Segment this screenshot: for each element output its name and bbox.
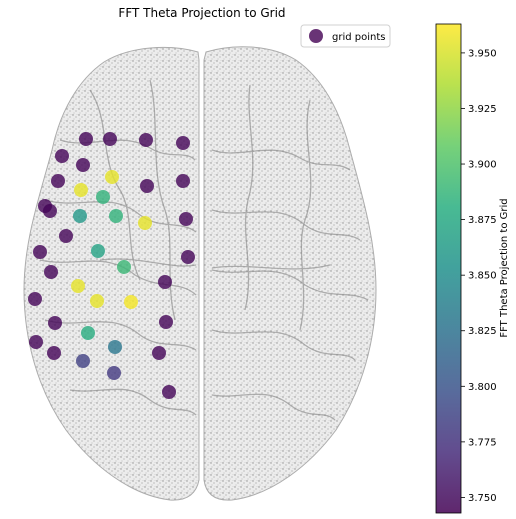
scatter-points bbox=[28, 132, 195, 399]
grid-point bbox=[51, 174, 65, 188]
grid-point bbox=[48, 316, 62, 330]
colorbar-tick-label: 3.850 bbox=[468, 271, 497, 282]
grid-point bbox=[105, 170, 119, 184]
grid-point bbox=[103, 132, 117, 146]
legend-marker bbox=[309, 29, 323, 43]
brain-left-hemisphere bbox=[23, 46, 200, 501]
grid-point bbox=[176, 136, 190, 150]
grid-point bbox=[91, 244, 105, 258]
colorbar-ticks: 3.750 3.775 3.800 3.825 3.850 3.875 3.900 3.925… bbox=[461, 48, 497, 504]
grid-point bbox=[81, 326, 95, 340]
grid-point bbox=[139, 133, 153, 147]
colorbar-tick-label: 3.775 bbox=[468, 437, 497, 448]
colorbar-tick-label: 3.875 bbox=[468, 215, 497, 226]
brain-right-hemisphere bbox=[203, 46, 377, 501]
grid-point bbox=[96, 190, 110, 204]
colorbar-tick-label: 3.750 bbox=[468, 493, 497, 504]
grid-point bbox=[74, 183, 88, 197]
legend: grid points bbox=[300, 24, 391, 48]
colorbar-tick-label: 3.900 bbox=[468, 160, 497, 171]
chart-title: FFT Theta Projection to Grid bbox=[118, 6, 285, 20]
brain-background bbox=[23, 46, 377, 501]
colorbar-tick-label: 3.825 bbox=[468, 326, 497, 337]
grid-point bbox=[71, 279, 85, 293]
legend-label: grid points bbox=[332, 32, 385, 43]
grid-point bbox=[33, 245, 47, 259]
grid-point bbox=[179, 212, 193, 226]
grid-point bbox=[162, 385, 176, 399]
colorbar-tick-label: 3.925 bbox=[468, 104, 497, 115]
grid-point bbox=[152, 346, 166, 360]
grid-point bbox=[138, 216, 152, 230]
grid-point bbox=[140, 179, 154, 193]
grid-point bbox=[90, 294, 104, 308]
grid-point bbox=[158, 275, 172, 289]
colorbar-tick-label: 3.800 bbox=[468, 382, 497, 393]
grid-point bbox=[124, 295, 138, 309]
colorbar: 3.750 3.775 3.800 3.825 3.850 3.875 3.900 3.925… bbox=[435, 23, 510, 514]
grid-point bbox=[176, 174, 190, 188]
legend-box bbox=[300, 24, 391, 48]
grid-point bbox=[79, 132, 93, 146]
grid-point bbox=[47, 346, 61, 360]
grid-point bbox=[159, 315, 173, 329]
colorbar-tick-label: 3.950 bbox=[468, 48, 497, 59]
grid-point bbox=[117, 260, 131, 274]
grid-point bbox=[28, 292, 42, 306]
colorbar-label: FFT Theta Projection to Grid bbox=[499, 198, 510, 337]
grid-point bbox=[76, 354, 90, 368]
grid-point bbox=[59, 229, 73, 243]
grid-point bbox=[107, 366, 121, 380]
colorbar-gradient bbox=[435, 23, 462, 514]
grid-point bbox=[109, 209, 123, 223]
grid-point bbox=[43, 204, 57, 218]
grid-point bbox=[108, 340, 122, 354]
grid-point bbox=[76, 158, 90, 172]
grid-point bbox=[73, 209, 87, 223]
grid-point bbox=[44, 265, 58, 279]
grid-point bbox=[55, 149, 69, 163]
grid-point bbox=[29, 335, 43, 349]
grid-point bbox=[181, 250, 195, 264]
